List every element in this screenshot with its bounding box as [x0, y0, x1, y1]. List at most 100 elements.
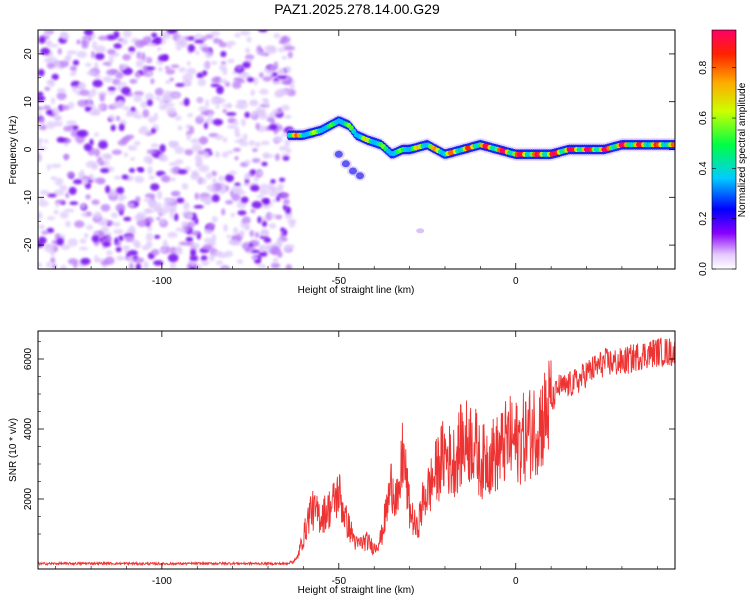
y-tick-label: -10	[23, 190, 34, 205]
noise-blob	[190, 260, 196, 268]
noise-blob	[146, 149, 158, 155]
snr-ticks: -100 -50 0 2000 4000 6000	[23, 331, 675, 587]
noise-blob	[154, 87, 164, 96]
noise-blob	[282, 204, 288, 211]
noise-blob	[66, 120, 77, 126]
noise-blob	[65, 220, 71, 228]
noise-blob	[81, 212, 88, 217]
noise-blob	[195, 264, 202, 269]
noise-blob	[215, 104, 220, 109]
noise-blob	[251, 249, 261, 254]
branch-blob	[356, 172, 364, 180]
noise-blob	[154, 234, 161, 239]
noise-blob	[38, 142, 42, 147]
noise-blob	[69, 71, 76, 76]
noise-blob	[162, 239, 168, 248]
noise-blob	[107, 220, 114, 226]
noise-blob	[145, 232, 154, 242]
noise-blob	[156, 190, 163, 200]
noise-blob	[255, 106, 263, 115]
noise-blob	[280, 133, 289, 137]
noise-blob	[105, 185, 111, 194]
noise-blob	[163, 197, 171, 203]
noise-blob	[254, 232, 260, 238]
noise-blob	[224, 82, 231, 87]
noise-blob	[108, 55, 114, 65]
noise-blob	[101, 225, 110, 233]
noise-blob	[83, 143, 93, 151]
noise-blob	[122, 136, 131, 142]
noise-blob	[222, 103, 232, 108]
noise-blob	[85, 194, 91, 200]
noise-blob	[170, 177, 176, 182]
noise-blob	[146, 99, 153, 107]
snr-frame	[37, 330, 676, 570]
noise-blob	[44, 244, 54, 248]
noise-blob	[190, 242, 200, 249]
noise-blob	[159, 248, 166, 253]
noise-blob	[64, 138, 72, 143]
spectrogram-ylabel: Frequency (Hz)	[8, 116, 19, 185]
noise-blob	[258, 251, 268, 257]
noise-blob	[104, 256, 115, 265]
noise-blob	[133, 141, 141, 146]
noise-blob	[40, 47, 50, 56]
noise-blob	[181, 221, 188, 227]
noise-blob	[89, 138, 94, 146]
noise-blob	[151, 249, 160, 256]
noise-blob	[53, 120, 63, 127]
noise-blob	[191, 143, 202, 152]
noise-blob	[238, 230, 245, 237]
noise-blob	[79, 89, 90, 96]
noise-blob	[186, 61, 191, 66]
noise-blob	[122, 245, 131, 250]
noise-blob	[122, 30, 132, 38]
noise-blob	[92, 40, 98, 50]
noise-blob	[249, 101, 259, 107]
noise-blob	[211, 234, 217, 242]
noise-blob	[233, 120, 239, 126]
noise-blob	[168, 162, 179, 167]
noise-blob	[162, 90, 173, 100]
noise-blob	[245, 47, 251, 54]
noise-blob	[38, 138, 44, 144]
snr-xlabel: Height of straight line (km)	[298, 585, 415, 596]
x-tick-label: -100	[152, 276, 172, 287]
noise-blob	[39, 196, 44, 203]
noise-blob	[38, 236, 47, 245]
snr-ylabel: SNR (10 * v/v)	[8, 418, 19, 482]
noise-blob	[38, 111, 42, 117]
noise-blob	[65, 192, 70, 199]
noise-blob	[44, 86, 51, 92]
noise-blob	[104, 232, 112, 237]
spectrogram-xlabel: Height of straight line (km)	[298, 285, 415, 296]
noise-blob	[235, 103, 243, 109]
noise-blob	[100, 204, 111, 212]
noise-blob	[142, 36, 152, 45]
x-tick-label: -50	[332, 576, 347, 587]
noise-blob	[187, 44, 196, 53]
noise-blob	[224, 250, 233, 258]
noise-blob	[149, 202, 157, 207]
noise-blob	[171, 141, 180, 148]
branch-halo	[347, 166, 359, 176]
noise-blob	[76, 39, 81, 45]
noise-blob	[102, 61, 111, 66]
noise-blob	[38, 115, 45, 124]
noise-blob	[278, 185, 284, 193]
noise-blob	[284, 46, 296, 51]
noise-blob	[210, 61, 218, 65]
noise-blob	[202, 244, 213, 251]
noise-blob	[60, 104, 70, 111]
noise-blob	[69, 124, 74, 132]
noise-blob	[250, 89, 256, 96]
noise-blob	[134, 175, 145, 183]
noise-blob	[108, 188, 119, 197]
noise-blob	[208, 254, 215, 262]
noise-blob	[161, 175, 171, 183]
noise-blob	[205, 99, 210, 108]
noise-blob	[77, 99, 88, 108]
noise-blob	[38, 146, 48, 151]
noise-blob	[225, 200, 234, 205]
noise-blob	[98, 140, 108, 150]
